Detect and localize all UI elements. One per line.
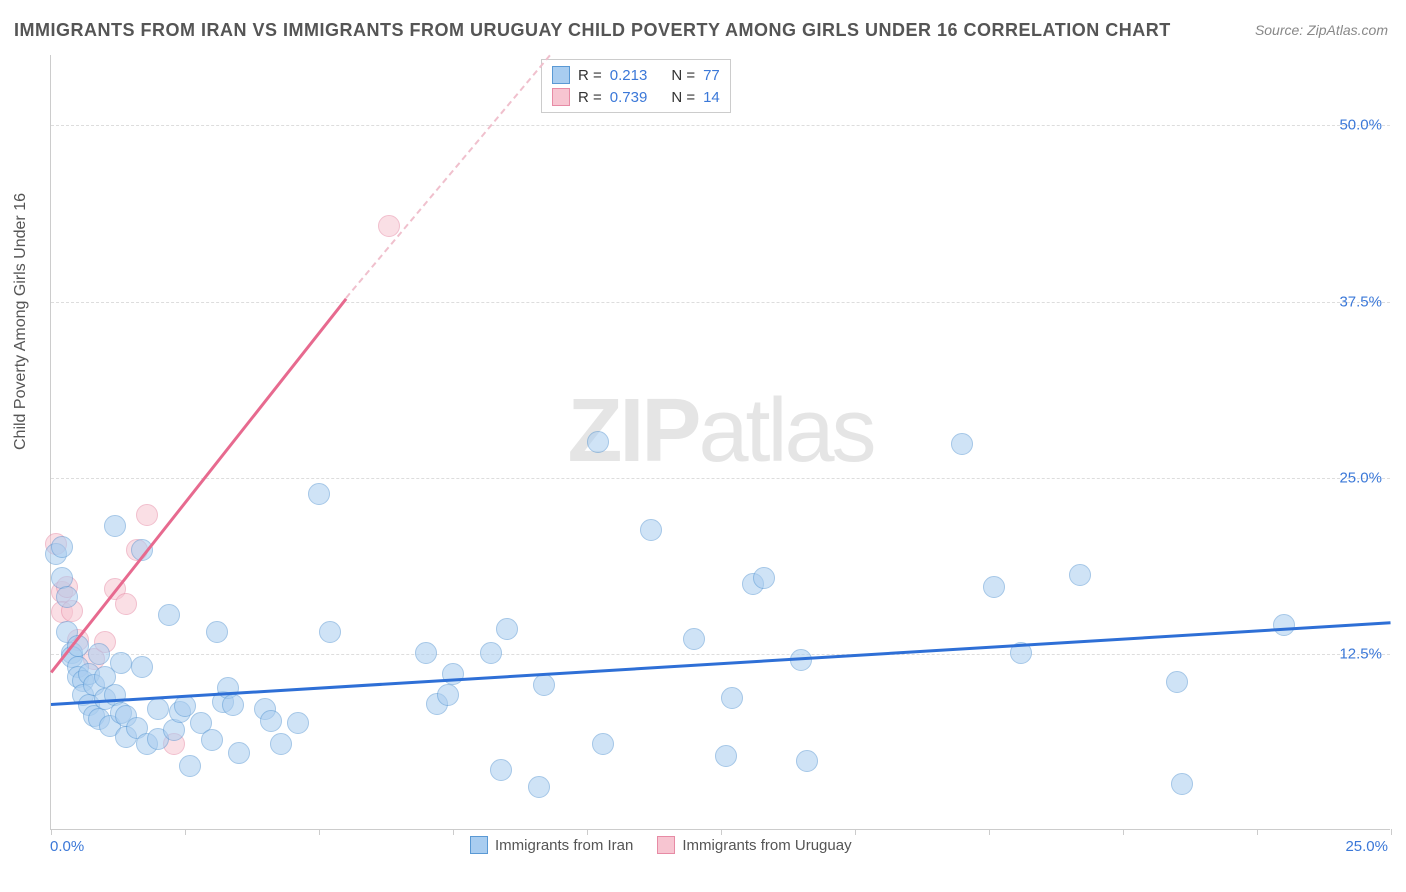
legend-row-iran: R = 0.213 N = 77 bbox=[552, 64, 720, 86]
swatch-iran bbox=[552, 66, 570, 84]
legend-row-uruguay: R = 0.739 N = 14 bbox=[552, 86, 720, 108]
data-point-iran bbox=[683, 628, 705, 650]
data-point-iran bbox=[270, 733, 292, 755]
data-point-iran bbox=[715, 745, 737, 767]
data-point-iran bbox=[1171, 773, 1193, 795]
trend-line-dashed bbox=[345, 55, 550, 299]
data-point-iran bbox=[442, 663, 464, 685]
x-tick bbox=[1257, 829, 1258, 835]
data-point-iran bbox=[319, 621, 341, 643]
data-point-iran bbox=[228, 742, 250, 764]
data-point-iran bbox=[415, 642, 437, 664]
x-tick bbox=[855, 829, 856, 835]
x-tick bbox=[185, 829, 186, 835]
x-tick bbox=[319, 829, 320, 835]
data-point-iran bbox=[201, 729, 223, 751]
y-axis-label: Child Poverty Among Girls Under 16 bbox=[12, 193, 30, 450]
x-tick bbox=[721, 829, 722, 835]
data-point-uruguay bbox=[115, 593, 137, 615]
x-tick bbox=[587, 829, 588, 835]
data-point-iran bbox=[587, 431, 609, 453]
data-point-iran bbox=[592, 733, 614, 755]
data-point-iran bbox=[951, 433, 973, 455]
data-point-iran bbox=[1069, 564, 1091, 586]
data-point-iran bbox=[206, 621, 228, 643]
series-legend: Immigrants from Iran Immigrants from Uru… bbox=[470, 836, 852, 854]
swatch-iran-bottom bbox=[470, 836, 488, 854]
data-point-iran bbox=[1273, 614, 1295, 636]
data-point-iran bbox=[528, 776, 550, 798]
data-point-iran bbox=[260, 710, 282, 732]
y-tick-label: 12.5% bbox=[1339, 645, 1382, 662]
data-point-iran bbox=[796, 750, 818, 772]
source-attribution: Source: ZipAtlas.com bbox=[1255, 22, 1388, 38]
data-point-iran bbox=[174, 695, 196, 717]
x-tick bbox=[1391, 829, 1392, 835]
legend-item-iran: Immigrants from Iran bbox=[470, 836, 633, 854]
data-point-iran bbox=[158, 604, 180, 626]
data-point-iran bbox=[51, 536, 73, 558]
data-point-iran bbox=[110, 652, 132, 674]
chart-title: IMMIGRANTS FROM IRAN VS IMMIGRANTS FROM … bbox=[14, 20, 1171, 41]
correlation-legend: R = 0.213 N = 77 R = 0.739 N = 14 bbox=[541, 59, 731, 113]
scatter-plot-area: ZIPatlas R = 0.213 N = 77 R = 0.739 N = … bbox=[50, 55, 1390, 830]
data-point-iran bbox=[640, 519, 662, 541]
data-point-iran bbox=[490, 759, 512, 781]
x-tick-label-max: 25.0% bbox=[1345, 838, 1388, 855]
x-tick bbox=[51, 829, 52, 835]
x-tick bbox=[989, 829, 990, 835]
data-point-iran bbox=[496, 618, 518, 640]
data-point-iran bbox=[287, 712, 309, 734]
data-point-iran bbox=[721, 687, 743, 709]
gridline bbox=[51, 478, 1390, 479]
gridline bbox=[51, 302, 1390, 303]
data-point-uruguay bbox=[378, 215, 400, 237]
x-tick-label-min: 0.0% bbox=[50, 838, 84, 855]
data-point-iran bbox=[131, 656, 153, 678]
data-point-iran bbox=[533, 674, 555, 696]
data-point-iran bbox=[88, 643, 110, 665]
data-point-iran bbox=[308, 483, 330, 505]
data-point-iran bbox=[983, 576, 1005, 598]
data-point-iran bbox=[437, 684, 459, 706]
x-tick bbox=[453, 829, 454, 835]
data-point-uruguay bbox=[136, 504, 158, 526]
data-point-iran bbox=[753, 567, 775, 589]
y-tick-label: 25.0% bbox=[1339, 469, 1382, 486]
data-point-iran bbox=[147, 698, 169, 720]
data-point-iran bbox=[104, 515, 126, 537]
data-point-iran bbox=[222, 694, 244, 716]
watermark: ZIPatlas bbox=[567, 380, 873, 483]
swatch-uruguay-bottom bbox=[657, 836, 675, 854]
data-point-iran bbox=[56, 586, 78, 608]
trend-line bbox=[50, 298, 347, 673]
data-point-iran bbox=[1166, 671, 1188, 693]
x-tick bbox=[1123, 829, 1124, 835]
swatch-uruguay bbox=[552, 88, 570, 106]
gridline bbox=[51, 654, 1390, 655]
y-tick-label: 50.0% bbox=[1339, 117, 1382, 134]
data-point-iran bbox=[480, 642, 502, 664]
data-point-iran bbox=[179, 755, 201, 777]
y-tick-label: 37.5% bbox=[1339, 293, 1382, 310]
legend-item-uruguay: Immigrants from Uruguay bbox=[657, 836, 851, 854]
gridline bbox=[51, 125, 1390, 126]
